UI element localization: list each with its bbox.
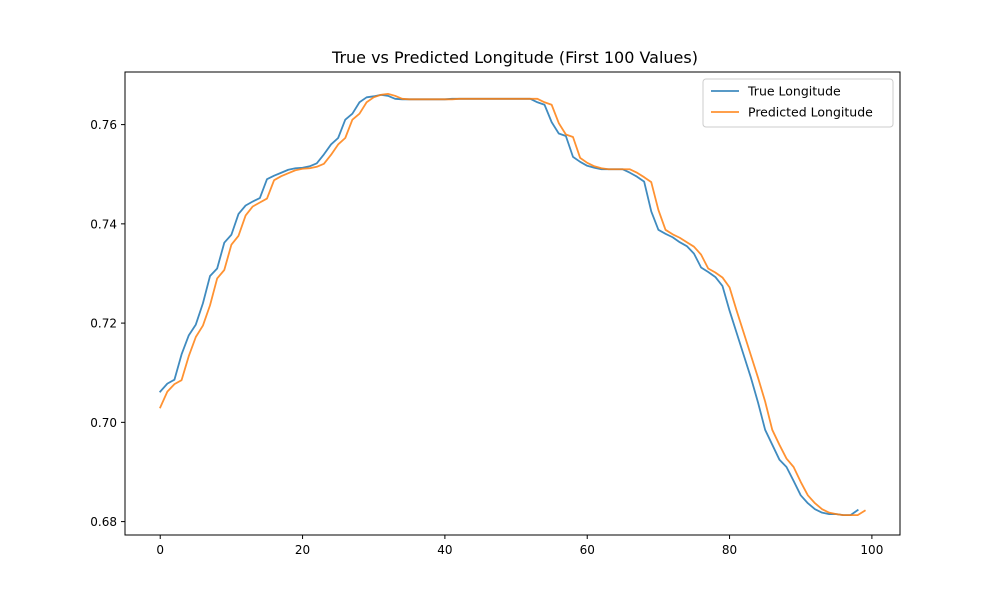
legend-box [702, 78, 894, 128]
plot-area: 0 20 40 60 80 100 0.68 0.70 0.72 0.74 0.76 True Lon… [90, 71, 901, 557]
chart-title: True vs Predicted Longitude (First 100 V… [331, 48, 698, 67]
legend-label-1: True Longitude [747, 84, 841, 99]
y-tick-label: 0.68 [90, 515, 117, 529]
x-tick-label: 80 [722, 543, 737, 557]
y-tick-label: 0.72 [90, 317, 117, 331]
y-tick-label: 0.76 [90, 118, 117, 132]
x-tick-label: 20 [295, 543, 310, 557]
legend-label-2: Predicted Longitude [748, 105, 873, 120]
series-line-2 [159, 92, 867, 517]
x-tick-label: 60 [580, 543, 595, 557]
y-tick-label: 0.70 [90, 416, 117, 430]
x-tick-label: 0 [156, 543, 164, 557]
y-tick-label: 0.74 [90, 217, 117, 231]
x-tick-label: 40 [437, 543, 452, 557]
x-tick-label: 100 [860, 543, 883, 557]
axes-frame [124, 71, 901, 536]
